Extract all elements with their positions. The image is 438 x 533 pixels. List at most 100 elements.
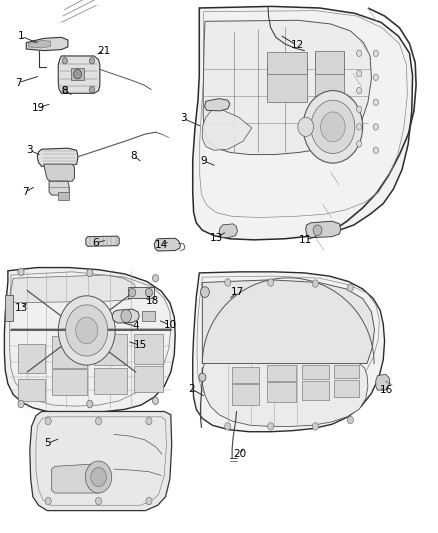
Circle shape xyxy=(321,112,345,142)
Circle shape xyxy=(268,423,274,430)
Circle shape xyxy=(357,87,362,94)
Circle shape xyxy=(373,124,378,130)
Polygon shape xyxy=(219,224,237,238)
Bar xyxy=(302,381,328,400)
Bar xyxy=(267,365,296,381)
Bar xyxy=(267,382,296,402)
Bar xyxy=(58,192,69,200)
Circle shape xyxy=(95,497,102,505)
Polygon shape xyxy=(58,56,100,93)
Circle shape xyxy=(145,288,152,297)
Bar xyxy=(334,365,359,378)
Circle shape xyxy=(225,423,231,430)
Circle shape xyxy=(373,74,378,80)
Text: 12: 12 xyxy=(290,41,304,50)
Circle shape xyxy=(89,58,95,64)
Polygon shape xyxy=(37,148,78,166)
Text: 3: 3 xyxy=(26,146,33,155)
Polygon shape xyxy=(203,20,371,155)
Circle shape xyxy=(311,100,355,154)
Text: 7: 7 xyxy=(22,187,29,197)
Bar xyxy=(134,366,163,392)
Circle shape xyxy=(95,417,102,425)
Text: 8: 8 xyxy=(61,86,68,95)
Circle shape xyxy=(373,99,378,106)
Circle shape xyxy=(313,225,322,236)
Polygon shape xyxy=(52,464,103,493)
Circle shape xyxy=(91,467,106,487)
Circle shape xyxy=(347,284,353,292)
Polygon shape xyxy=(44,164,74,181)
Bar xyxy=(94,368,127,394)
Text: 10: 10 xyxy=(163,320,177,330)
Circle shape xyxy=(45,417,51,425)
Circle shape xyxy=(76,317,98,344)
Circle shape xyxy=(303,91,363,163)
Circle shape xyxy=(45,497,51,505)
Polygon shape xyxy=(112,309,139,323)
Bar xyxy=(334,380,359,397)
Bar xyxy=(267,62,307,102)
Circle shape xyxy=(357,124,362,130)
Text: 3: 3 xyxy=(180,114,187,123)
Circle shape xyxy=(199,373,206,382)
Text: 6: 6 xyxy=(92,238,99,248)
Bar xyxy=(315,52,344,102)
Circle shape xyxy=(225,279,231,286)
Circle shape xyxy=(298,117,314,136)
Polygon shape xyxy=(193,6,413,240)
Polygon shape xyxy=(376,374,390,390)
Text: 20: 20 xyxy=(233,449,247,459)
Text: 16: 16 xyxy=(380,385,393,395)
Bar xyxy=(232,384,259,405)
Text: 18: 18 xyxy=(146,296,159,306)
Polygon shape xyxy=(30,411,172,511)
Text: 2: 2 xyxy=(188,384,195,394)
Bar xyxy=(142,311,155,321)
Circle shape xyxy=(312,423,318,430)
Polygon shape xyxy=(202,364,368,426)
Circle shape xyxy=(146,497,152,505)
Bar xyxy=(18,379,45,401)
Text: 4: 4 xyxy=(132,321,139,331)
Circle shape xyxy=(85,461,112,493)
Circle shape xyxy=(152,274,159,282)
Circle shape xyxy=(373,147,378,154)
Text: 9: 9 xyxy=(200,156,207,166)
Circle shape xyxy=(87,400,93,408)
Polygon shape xyxy=(205,99,230,111)
Text: 13: 13 xyxy=(210,233,223,243)
Circle shape xyxy=(357,70,362,77)
Bar xyxy=(52,336,87,368)
Circle shape xyxy=(357,141,362,147)
Circle shape xyxy=(146,417,152,425)
Text: 7: 7 xyxy=(15,78,22,87)
Bar xyxy=(18,344,45,373)
Text: 17: 17 xyxy=(231,287,244,297)
Polygon shape xyxy=(11,275,137,303)
Circle shape xyxy=(18,400,24,408)
Bar xyxy=(302,365,328,379)
Circle shape xyxy=(62,86,67,93)
Circle shape xyxy=(268,279,274,286)
Polygon shape xyxy=(4,268,175,413)
Circle shape xyxy=(121,310,131,322)
Circle shape xyxy=(87,269,93,277)
Circle shape xyxy=(152,397,159,405)
Circle shape xyxy=(89,86,95,93)
Circle shape xyxy=(58,296,115,365)
Text: 14: 14 xyxy=(155,240,168,249)
Bar xyxy=(128,287,154,298)
Bar xyxy=(5,295,13,321)
Polygon shape xyxy=(86,236,119,246)
Text: 19: 19 xyxy=(32,103,45,112)
Text: 8: 8 xyxy=(130,151,137,160)
Polygon shape xyxy=(154,238,180,251)
Polygon shape xyxy=(26,37,68,51)
Circle shape xyxy=(357,50,362,56)
Circle shape xyxy=(201,287,209,297)
Text: 21: 21 xyxy=(98,46,111,55)
Circle shape xyxy=(373,50,378,56)
Text: 11: 11 xyxy=(299,235,312,245)
Polygon shape xyxy=(202,107,252,150)
